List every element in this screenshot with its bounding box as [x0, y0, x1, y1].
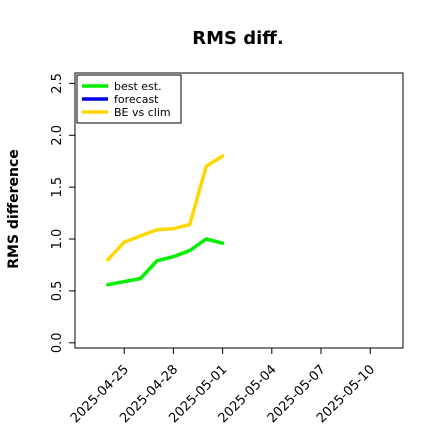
- y-tick-label: 1.5: [50, 177, 65, 198]
- series-layer: [106, 154, 225, 287]
- y-tick-label: 1.0: [50, 229, 65, 250]
- y-axis-label: RMS difference: [6, 149, 22, 269]
- y-tick-label: 0.5: [50, 281, 65, 302]
- y-tick-label: 2.0: [50, 125, 65, 146]
- y-tick-label: 0.0: [50, 332, 65, 353]
- legend-entry: BE vs clim: [114, 106, 171, 119]
- y-tick-label: 2.5: [50, 73, 65, 94]
- series-line-best-est-: [106, 237, 225, 287]
- y-axis: 0.0 0.5 1.0 1.5 2.0 2.5: [50, 73, 75, 353]
- x-axis: 2025-04-252025-04-282025-05-012025-05-04…: [68, 348, 378, 426]
- legend-entry: best est.: [114, 80, 162, 93]
- chart-title: RMS diff.: [192, 28, 283, 49]
- series-line-be-vs-clim: [106, 154, 225, 262]
- legend-entry: forecast: [114, 93, 159, 106]
